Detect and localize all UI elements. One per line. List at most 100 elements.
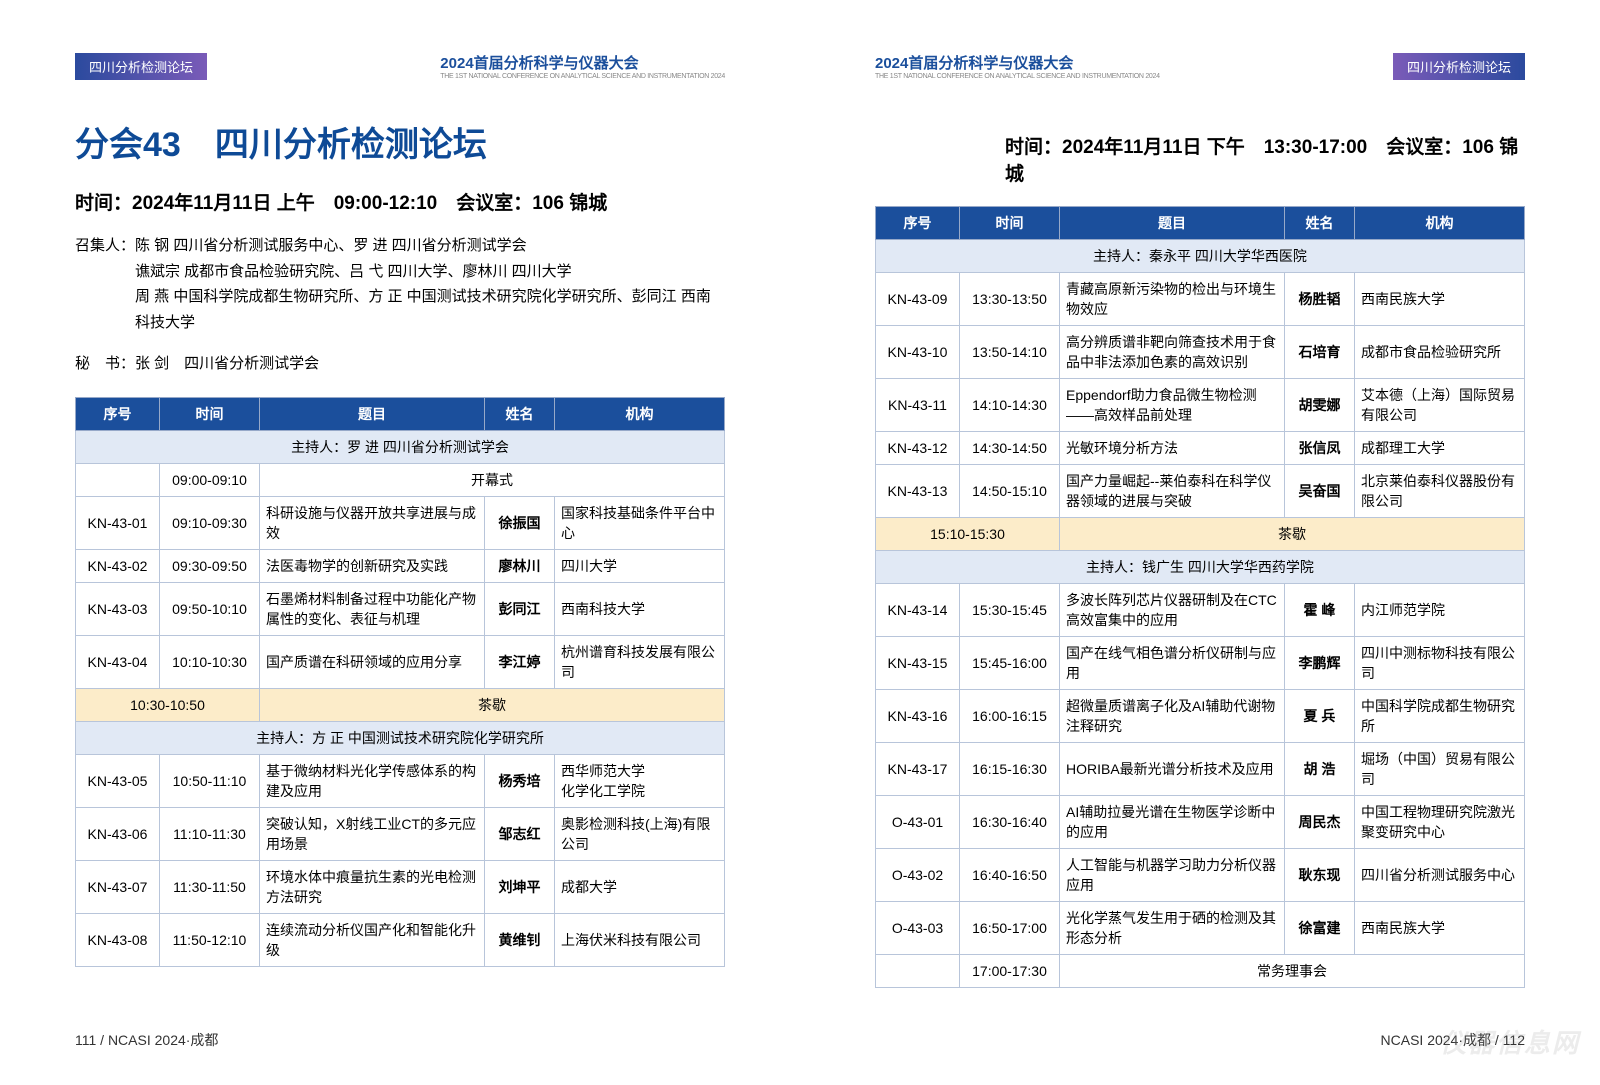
table-row: KN-43-11 14:10-14:30 Eppendorf助力食品微生物检测—… [876, 379, 1525, 432]
convener-line2: 谯斌宗 成都市食品检验研究院、吕 弋 四川大学、廖林川 四川大学 [135, 259, 725, 285]
cell-name: 霍 峰 [1285, 584, 1355, 637]
cell-org: 四川大学 [555, 549, 725, 582]
table-row: KN-43-08 11:50-12:10 连续流动分析仪国产化和智能化升级 黄维… [76, 913, 725, 966]
left-meta-line: 时间：2024年11月11日 上午 09:00-12:10 会议室：106 锦城 [75, 188, 725, 215]
cell-title: Eppendorf助力食品微生物检测——高效样品前处理 [1060, 379, 1285, 432]
cell-org: 中国科学院成都生物研究所 [1355, 690, 1525, 743]
table-row: KN-43-13 14:50-15:10 国产力量崛起--莱伯泰科在科学仪器领域… [876, 465, 1525, 518]
cell-org: 四川省分析测试服务中心 [1355, 849, 1525, 902]
cell-time: 16:30-16:40 [960, 796, 1060, 849]
table-row: KN-43-14 15:30-15:45 多波长阵列芯片仪器研制及在CTC高效富… [876, 584, 1525, 637]
cell-name: 石培育 [1285, 326, 1355, 379]
opening-cell: 开幕式 [260, 463, 725, 496]
cell-org: 中国工程物理研究院激光聚变研究中心 [1355, 796, 1525, 849]
cell-title: 突破认知，X射线工业CT的多元应用场景 [260, 807, 485, 860]
table-row: KN-43-07 11:30-11:50 环境水体中痕量抗生素的光电检测方法研究… [76, 860, 725, 913]
cell-name: 胡 浩 [1285, 743, 1355, 796]
break-label: 茶歇 [260, 688, 725, 721]
header-badge-left: 四川分析检测论坛 [75, 53, 207, 80]
table-header-row: 序号 时间 题目 姓名 机构 [76, 397, 725, 430]
host-cell: 主持人：秦永平 四川大学华西医院 [876, 240, 1525, 273]
cell-title: 光化学蒸气发生用于硒的检测及其形态分析 [1060, 902, 1285, 955]
left-page: 四川分析检测论坛 2024首届分析科学与仪器大会 THE 1ST NATIONA… [0, 0, 800, 1085]
left-header: 四川分析检测论坛 2024首届分析科学与仪器大会 THE 1ST NATIONA… [75, 55, 725, 77]
th-name: 姓名 [485, 397, 555, 430]
host-row: 主持人：方 正 中国测试技术研究院化学研究所 [76, 721, 725, 754]
cell-seq: O-43-03 [876, 902, 960, 955]
host-row: 主持人：钱广生 四川大学华西药学院 [876, 551, 1525, 584]
cell-time: 16:00-16:15 [960, 690, 1060, 743]
cell-title: 高分辨质谱非靶向筛查技术用于食品中非法添加色素的高效识别 [1060, 326, 1285, 379]
secretary-name: 张 剑 四川省分析测试学会 [135, 355, 319, 372]
cell-org: 西南民族大学 [1355, 273, 1525, 326]
break-time: 10:30-10:50 [76, 688, 260, 721]
cell-name: 张信凤 [1285, 432, 1355, 465]
break-label: 茶歇 [1060, 518, 1525, 551]
cell-title: HORIBA最新光谱分析技术及应用 [1060, 743, 1285, 796]
th-seq-r: 序号 [876, 207, 960, 240]
cell-seq: KN-43-08 [76, 913, 160, 966]
left-schedule-table: 序号 时间 题目 姓名 机构 主持人：罗 进 四川省分析测试学会 09:00-0… [75, 397, 725, 967]
closing-row: 17:00-17:30 常务理事会 [876, 955, 1525, 988]
cell-name: 胡雯娜 [1285, 379, 1355, 432]
host-cell: 主持人：方 正 中国测试技术研究院化学研究所 [76, 721, 725, 754]
cell-seq: KN-43-11 [876, 379, 960, 432]
cell-title: 超微量质谱离子化及AI辅助代谢物注释研究 [1060, 690, 1285, 743]
conf-subtitle-r: THE 1ST NATIONAL CONFERENCE ON ANALYTICA… [875, 73, 1160, 80]
cell-time: 14:10-14:30 [960, 379, 1060, 432]
host-row: 主持人：罗 进 四川省分析测试学会 [76, 430, 725, 463]
cell-title: 青藏高原新污染物的检出与环境生物效应 [1060, 273, 1285, 326]
cell-seq: KN-43-05 [76, 754, 160, 807]
th-org: 机构 [555, 397, 725, 430]
opening-row: 09:00-09:10 开幕式 [76, 463, 725, 496]
th-time-r: 时间 [960, 207, 1060, 240]
footer-left: 111 / NCASI 2024·成都 [75, 1030, 218, 1050]
cell-seq: KN-43-16 [876, 690, 960, 743]
cell-title: 多波长阵列芯片仪器研制及在CTC高效富集中的应用 [1060, 584, 1285, 637]
cell-org: 四川中测标物科技有限公司 [1355, 637, 1525, 690]
cell-name: 李鹏辉 [1285, 637, 1355, 690]
cell-seq: KN-43-17 [876, 743, 960, 796]
cell-time: 15:30-15:45 [960, 584, 1060, 637]
right-meta-line: 时间：2024年11月11日 下午 13:30-17:00 会议室：106 锦城 [875, 132, 1525, 186]
host-cell: 主持人：钱广生 四川大学华西药学院 [876, 551, 1525, 584]
break-row: 10:30-10:50 茶歇 [76, 688, 725, 721]
cell-seq: KN-43-03 [76, 582, 160, 635]
cell-time: 11:50-12:10 [160, 913, 260, 966]
table-row: KN-43-06 11:10-11:30 突破认知，X射线工业CT的多元应用场景… [76, 807, 725, 860]
closing-cell: 常务理事会 [1060, 955, 1525, 988]
header-badge-right: 四川分析检测论坛 [1393, 53, 1525, 80]
cell-title: 国产力量崛起--莱伯泰科在科学仪器领域的进展与突破 [1060, 465, 1285, 518]
cell-time: 09:00-09:10 [160, 463, 260, 496]
cell-time: 14:30-14:50 [960, 432, 1060, 465]
cell-seq: KN-43-02 [76, 549, 160, 582]
table-row: KN-43-10 13:50-14:10 高分辨质谱非靶向筛查技术用于食品中非法… [876, 326, 1525, 379]
conf-subtitle: THE 1ST NATIONAL CONFERENCE ON ANALYTICA… [440, 73, 725, 80]
th-title-r: 题目 [1060, 207, 1285, 240]
footer-right: NCASI 2024·成都 / 112 [1381, 1030, 1525, 1050]
convener-line3: 周 燕 中国科学院成都生物研究所、方 正 中国测试技术研究院化学研究所、彭同江 … [135, 284, 725, 335]
cell-seq: KN-43-09 [876, 273, 960, 326]
cell-time: 17:00-17:30 [960, 955, 1060, 988]
cell-org: 国家科技基础条件平台中心 [555, 496, 725, 549]
cell-time: 09:50-10:10 [160, 582, 260, 635]
cell-time: 13:50-14:10 [960, 326, 1060, 379]
cell-seq: O-43-02 [876, 849, 960, 902]
cell-name: 黄维钊 [485, 913, 555, 966]
cell-org: 上海伏米科技有限公司 [555, 913, 725, 966]
convener-line1: 陈 钢 四川省分析测试服务中心、罗 进 四川省分析测试学会 [135, 237, 527, 254]
cell-name: 周民杰 [1285, 796, 1355, 849]
cell-org: 西南科技大学 [555, 582, 725, 635]
cell-time: 16:40-16:50 [960, 849, 1060, 902]
table-row: KN-43-09 13:30-13:50 青藏高原新污染物的检出与环境生物效应 … [876, 273, 1525, 326]
cell-time: 13:30-13:50 [960, 273, 1060, 326]
cell-org: 成都大学 [555, 860, 725, 913]
cell-org: 奥影检测科技(上海)有限公司 [555, 807, 725, 860]
cell-seq: KN-43-12 [876, 432, 960, 465]
cell-title: 科研设施与仪器开放共享进展与成效 [260, 496, 485, 549]
conference-title-left: 2024首届分析科学与仪器大会 THE 1ST NATIONAL CONFERE… [440, 52, 725, 80]
table-row: O-43-02 16:40-16:50 人工智能与机器学习助力分析仪器应用 耿东… [876, 849, 1525, 902]
cell-org: 西华师范大学化学化工学院 [555, 754, 725, 807]
cell-title: 基于微纳材料光化学传感体系的构建及应用 [260, 754, 485, 807]
cell-title: 人工智能与机器学习助力分析仪器应用 [1060, 849, 1285, 902]
